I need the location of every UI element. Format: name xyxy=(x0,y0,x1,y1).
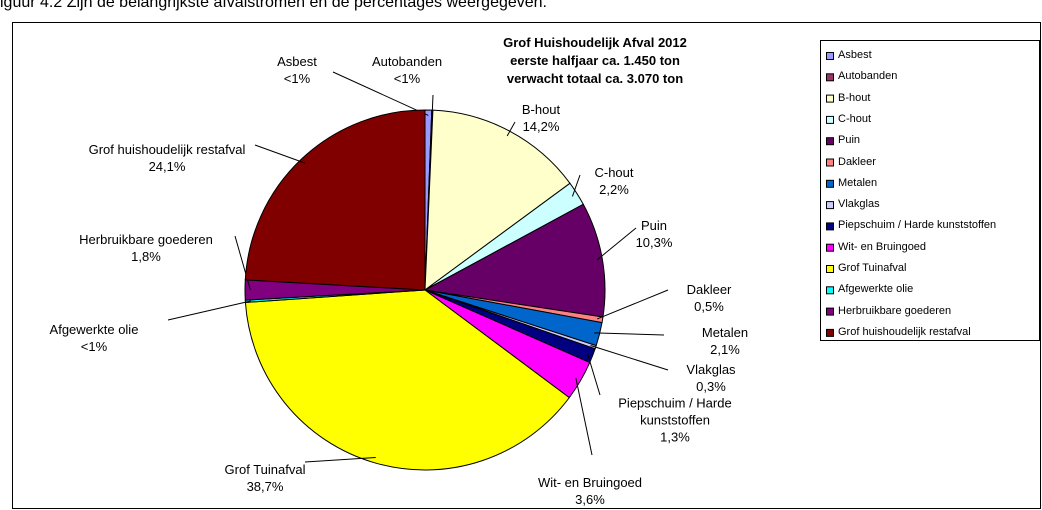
slice-name: Wit- en Bruingoed xyxy=(537,475,643,490)
leader-line xyxy=(332,71,429,116)
legend-label: Puin xyxy=(838,134,861,147)
slice-label: Wit- en Bruingoed 3,6% xyxy=(500,474,680,508)
leader-line xyxy=(594,332,665,336)
legend-swatch xyxy=(826,265,834,273)
legend-box xyxy=(820,40,1040,341)
leader-line xyxy=(167,300,251,321)
slice-label: B-hout 14,2% xyxy=(451,101,631,135)
leader-line xyxy=(587,353,601,396)
legend-label: Piepschuim / Harde kunststoffen xyxy=(838,219,997,232)
slice-value: 2,2% xyxy=(599,182,629,197)
slice-label: Asbest <1% xyxy=(207,53,387,87)
leader-line xyxy=(506,121,516,137)
pie-slice xyxy=(244,289,570,471)
slice-name: Vlakglas xyxy=(686,362,736,377)
slice-label: Autobanden <1% xyxy=(317,53,497,87)
legend-label: C-hout xyxy=(838,112,872,125)
slice-value: <1% xyxy=(393,71,421,86)
leader-line xyxy=(571,174,581,197)
slice-value: 24,1% xyxy=(148,159,186,174)
slice-name: Metalen xyxy=(701,325,749,340)
legend-swatch xyxy=(826,286,834,295)
pie-slice xyxy=(423,203,606,318)
slice-value: 1,8% xyxy=(131,249,161,264)
leader-line xyxy=(596,227,637,261)
slice-label: Vlakglas 0,3% xyxy=(621,361,801,395)
slice-value: 38,7% xyxy=(246,479,284,494)
slice-label: Herbruikbare goederen 1,8% xyxy=(56,231,236,265)
slice-name: Asbest xyxy=(277,54,317,69)
leader-line xyxy=(431,94,434,116)
slice-value: 2,1% xyxy=(710,342,740,357)
leader-line xyxy=(590,345,669,371)
legend-swatch xyxy=(826,307,834,316)
slice-name: C-hout xyxy=(594,165,634,180)
leader-line xyxy=(304,457,376,463)
leader-line xyxy=(254,144,306,164)
legend-swatch xyxy=(826,179,834,188)
slice-value: 14,2% xyxy=(522,119,560,134)
slice-label: Grof Tuinafval 38,7% xyxy=(175,461,355,495)
title-line: eerste halfjaar ca. 1.450 ton xyxy=(510,53,680,68)
title-line: Grof Huishoudelijk Afval 2012 xyxy=(503,35,687,50)
slice-name: Puin xyxy=(640,218,668,233)
legend-swatch xyxy=(826,201,834,210)
slice-value: <1% xyxy=(80,339,108,354)
legend-swatch xyxy=(826,115,834,124)
pie-slice xyxy=(244,109,426,291)
legend-label: Afgewerkte olie xyxy=(838,283,914,296)
legend-label: B-hout xyxy=(838,91,871,104)
legend-label: Herbruikbare goederen xyxy=(838,304,952,317)
slice-label: Puin 10,3% xyxy=(564,217,744,251)
legend-label: Grof huishoudelijk restafval xyxy=(838,325,971,338)
slice-name: B-hout xyxy=(521,102,561,117)
caption: iguur 4.2 Zijn de belangrijkste afvalstr… xyxy=(0,0,547,11)
slice-name: Autobanden xyxy=(371,54,443,69)
slice-value: 3,6% xyxy=(575,492,605,507)
slice-name: Grof Tuinafval xyxy=(224,462,306,477)
slice-label: Metalen 2,1% xyxy=(635,324,815,358)
slice-value: <1% xyxy=(283,71,311,86)
chart-title: Grof Huishoudelijk Afval 2012 eerste hal… xyxy=(470,34,720,88)
leader-line xyxy=(234,235,251,291)
slice-value: 1,3% xyxy=(660,429,690,445)
legend-label: Vlakglas xyxy=(838,198,880,211)
slice-label: C-hout 2,2% xyxy=(524,164,704,198)
slice-label: Afgewerkte olie <1% xyxy=(4,321,184,355)
slice-name: Dakleer xyxy=(686,282,732,297)
legend-swatch xyxy=(826,73,834,82)
slice-label: Dakleer 0,5% xyxy=(619,281,799,315)
legend-label: Dakleer xyxy=(838,155,876,168)
title-line: verwacht totaal ca. 3.070 ton xyxy=(506,71,684,86)
slice-name: Piepschuim / Harde kunststoffen xyxy=(618,395,732,428)
slice-value: 10,3% xyxy=(635,235,673,250)
legend-label: Autobanden xyxy=(838,70,898,83)
legend-swatch xyxy=(826,137,834,146)
legend-swatch xyxy=(826,158,834,167)
legend-swatch xyxy=(826,222,834,231)
slice-value: 0,3% xyxy=(696,379,726,394)
slice-name: Afgewerkte olie xyxy=(49,322,139,337)
legend-label: Metalen xyxy=(838,176,878,189)
legend-label: Grof Tuinafval xyxy=(838,262,907,274)
legend-label: Asbest xyxy=(838,49,872,61)
legend-label: Wit- en Bruingoed xyxy=(838,240,927,253)
slice-value: 0,5% xyxy=(694,299,724,314)
leader-line xyxy=(596,289,669,320)
slice-name: Herbruikbare goederen xyxy=(79,232,213,247)
slice-name: Grof huishoudelijk restafval xyxy=(88,142,246,157)
legend-swatch xyxy=(826,328,834,337)
slice-label: Piepschuim / Harde kunststoffen 1,3% xyxy=(605,395,745,446)
legend-swatch xyxy=(826,94,834,103)
legend-swatch xyxy=(826,52,834,60)
legend-swatch xyxy=(826,243,834,252)
leader-line xyxy=(575,377,593,456)
chart-border xyxy=(12,22,1041,509)
slice-label: Grof huishoudelijk restafval 24,1% xyxy=(77,141,257,175)
